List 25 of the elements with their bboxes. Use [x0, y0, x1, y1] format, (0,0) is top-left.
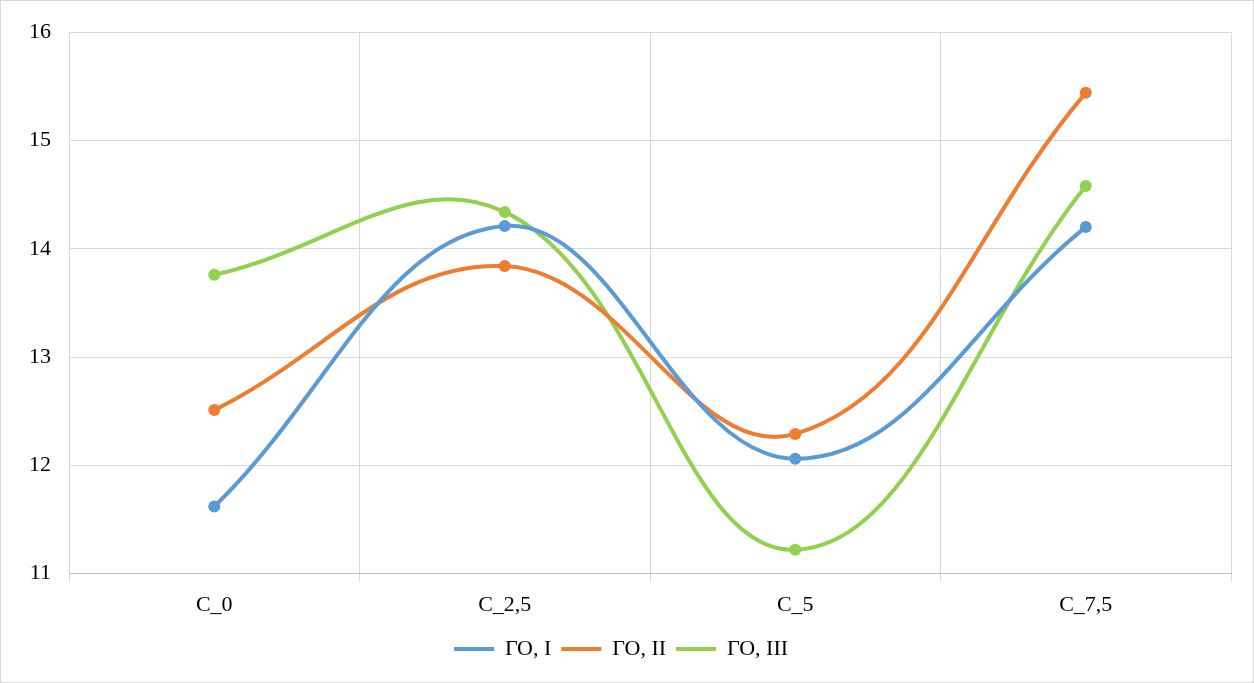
legend-label: ГО, I [504, 634, 552, 660]
y-tick-label: 12 [29, 451, 51, 477]
x-tick-label: C_0 [195, 590, 233, 616]
x-tick-label: C_2,5 [478, 590, 532, 616]
point [498, 220, 511, 233]
point [498, 205, 511, 218]
y-tick-label: 15 [29, 126, 51, 152]
point [1079, 221, 1092, 234]
point [1079, 179, 1092, 192]
x-tick-label: C_5 [776, 590, 814, 616]
y-tick-label: 14 [29, 234, 51, 260]
point [498, 260, 511, 273]
legend-label: ГО, III [727, 634, 789, 660]
point [1079, 86, 1092, 99]
legend-label: ГО, II [612, 634, 667, 660]
y-tick-label: 16 [29, 17, 51, 43]
x-tick-label: C_7,5 [1059, 590, 1113, 616]
point [789, 452, 802, 465]
y-tick-label: 13 [29, 342, 51, 368]
point [208, 500, 221, 513]
point [208, 404, 221, 417]
y-tick-label: 11 [29, 559, 51, 585]
point [789, 543, 802, 556]
point [208, 268, 221, 281]
point [789, 427, 802, 440]
